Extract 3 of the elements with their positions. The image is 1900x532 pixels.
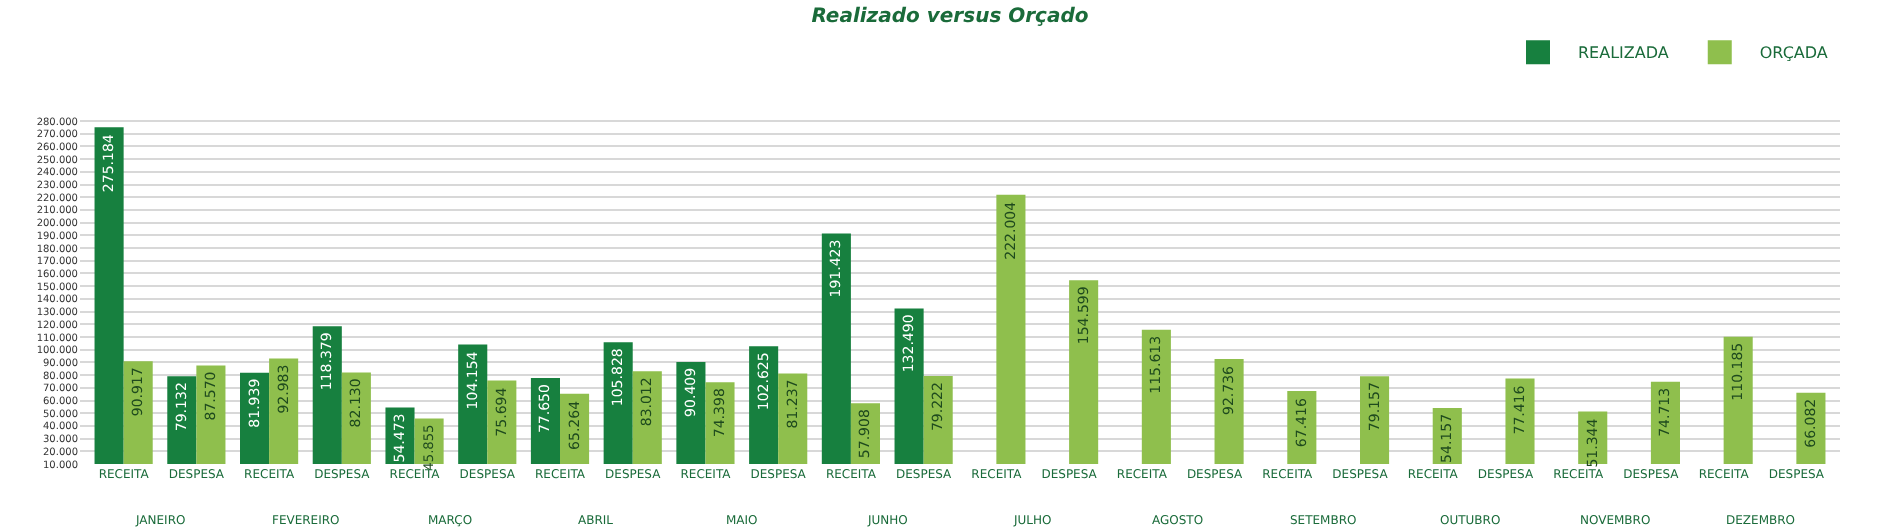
chart-title: Realizado versus Orçado (811, 5, 1089, 28)
legend-label: REALIZADA (1578, 44, 1670, 63)
legend-label: ORÇADA (1759, 44, 1829, 63)
